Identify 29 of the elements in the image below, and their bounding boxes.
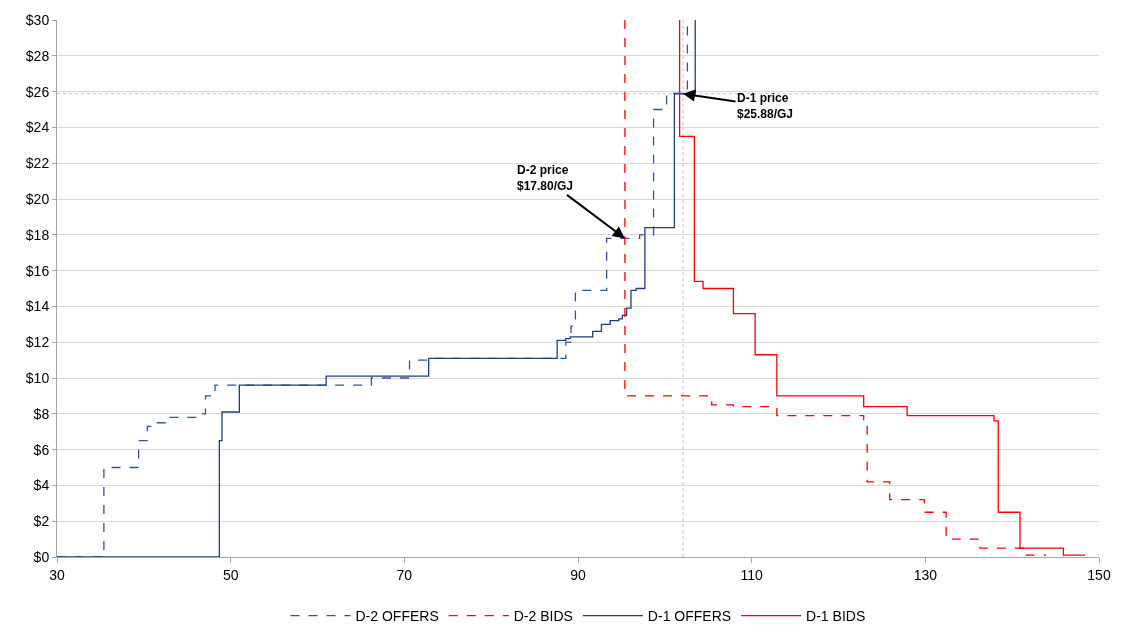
- x-tick-label: 30: [49, 566, 65, 583]
- x-tick-label: 150: [1087, 566, 1111, 583]
- y-tick-label: $12: [25, 334, 50, 351]
- x-tick-label: 70: [396, 566, 413, 583]
- y-tick-label: $8: [33, 405, 50, 422]
- y-tick-label: $16: [25, 262, 50, 279]
- y-tick-label: $10: [25, 369, 50, 386]
- y-tick-label: $18: [25, 226, 50, 243]
- y-tick-label: $4: [33, 477, 50, 494]
- y-tick-label: $6: [33, 441, 50, 458]
- y-tick-label: $28: [25, 47, 50, 64]
- legend-label: D-2 OFFERS: [355, 608, 439, 625]
- x-tick-label: 90: [570, 566, 586, 583]
- x-tick-label: 130: [913, 566, 938, 583]
- y-tick-label: $22: [25, 155, 50, 172]
- legend-label: D-2 BIDS: [513, 608, 573, 625]
- legend-label: D-1 OFFERS: [647, 608, 732, 625]
- annotation: D-2 price $17.80/GJ: [517, 163, 574, 193]
- y-tick-label: $20: [25, 190, 50, 207]
- y-tick-label: $24: [25, 119, 50, 136]
- y-tick-label: $2: [33, 513, 50, 530]
- y-tick-label: $26: [25, 83, 50, 100]
- y-tick-label: $14: [25, 298, 50, 315]
- legend-label: D-1 BIDS: [806, 608, 866, 625]
- x-tick-label: 110: [740, 566, 764, 583]
- annotation: D-1 price $25.88/GJ: [737, 91, 794, 121]
- y-tick-label: $30: [25, 11, 50, 28]
- x-tick-label: 50: [222, 566, 239, 583]
- y-tick-label: $0: [33, 548, 50, 565]
